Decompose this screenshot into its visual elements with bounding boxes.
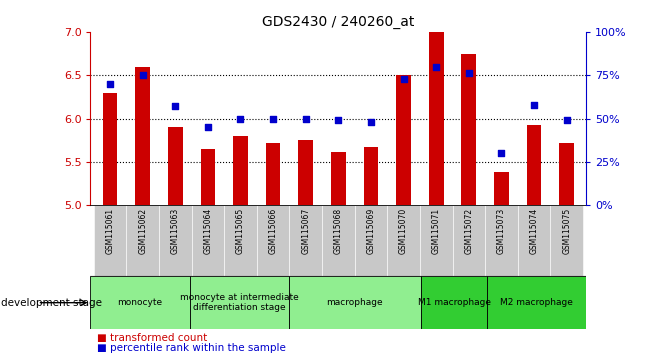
Bar (298, 140, 313, 205)
Text: GSM115073: GSM115073 (497, 207, 506, 254)
Title: GDS2430 / 240260_at: GDS2430 / 240260_at (262, 16, 415, 29)
Bar (289, 276, 421, 329)
Point (170, 104, 181, 109)
Bar (421, 276, 487, 329)
Bar (331, 152, 346, 205)
Text: GSM115074: GSM115074 (529, 207, 539, 254)
Text: GSM115071: GSM115071 (431, 207, 441, 253)
Bar (159, 205, 192, 276)
Bar (518, 205, 550, 276)
Text: GSM115070: GSM115070 (399, 207, 408, 254)
Bar (420, 205, 452, 276)
Text: GSM115064: GSM115064 (204, 207, 212, 254)
Bar (103, 93, 117, 205)
Text: GSM115063: GSM115063 (171, 207, 180, 254)
Bar (494, 172, 509, 205)
Text: GSM115062: GSM115062 (138, 207, 147, 253)
Bar (396, 75, 411, 205)
Point (137, 73, 148, 78)
Text: GSM115067: GSM115067 (302, 207, 310, 254)
Text: GSM115069: GSM115069 (366, 207, 375, 254)
Bar (452, 205, 485, 276)
Text: GSM115061: GSM115061 (105, 207, 115, 253)
Bar (257, 205, 289, 276)
Bar (190, 276, 289, 329)
Bar (527, 125, 541, 205)
Text: ■ transformed count: ■ transformed count (97, 333, 208, 343)
Bar (429, 32, 444, 205)
Bar (354, 205, 387, 276)
Text: GSM115072: GSM115072 (464, 207, 473, 253)
Bar (168, 127, 183, 205)
Bar (322, 205, 354, 276)
Text: development stage: development stage (1, 298, 103, 308)
Point (496, 150, 507, 156)
Bar (387, 205, 420, 276)
Text: M1 macrophage: M1 macrophage (417, 298, 490, 307)
Bar (233, 136, 248, 205)
Point (333, 118, 344, 123)
Bar (485, 205, 518, 276)
Bar (135, 67, 150, 205)
Point (398, 76, 409, 81)
Bar (94, 205, 127, 276)
Point (561, 118, 572, 123)
Bar (550, 205, 583, 276)
Bar (200, 149, 215, 205)
Bar (462, 53, 476, 205)
Text: GSM115075: GSM115075 (562, 207, 572, 254)
Point (202, 124, 213, 130)
Text: macrophage: macrophage (326, 298, 383, 307)
Point (366, 119, 377, 125)
Bar (127, 205, 159, 276)
Bar (559, 143, 574, 205)
Bar (364, 147, 379, 205)
Text: GSM115066: GSM115066 (269, 207, 277, 254)
Point (268, 116, 279, 121)
Point (235, 116, 246, 121)
Bar (289, 205, 322, 276)
Point (529, 102, 539, 108)
Text: GSM115068: GSM115068 (334, 207, 343, 253)
Bar (192, 205, 224, 276)
Text: monocyte at intermediate
differentiation stage: monocyte at intermediate differentiation… (180, 293, 299, 312)
Text: ■ percentile rank within the sample: ■ percentile rank within the sample (97, 343, 286, 353)
Bar (224, 205, 257, 276)
Bar (487, 276, 586, 329)
Point (300, 116, 311, 121)
Point (431, 64, 442, 69)
Point (105, 81, 115, 87)
Bar (266, 143, 281, 205)
Text: GSM115065: GSM115065 (236, 207, 245, 254)
Bar (90, 276, 190, 329)
Text: M2 macrophage: M2 macrophage (500, 298, 573, 307)
Text: monocyte: monocyte (117, 298, 163, 307)
Point (464, 71, 474, 76)
